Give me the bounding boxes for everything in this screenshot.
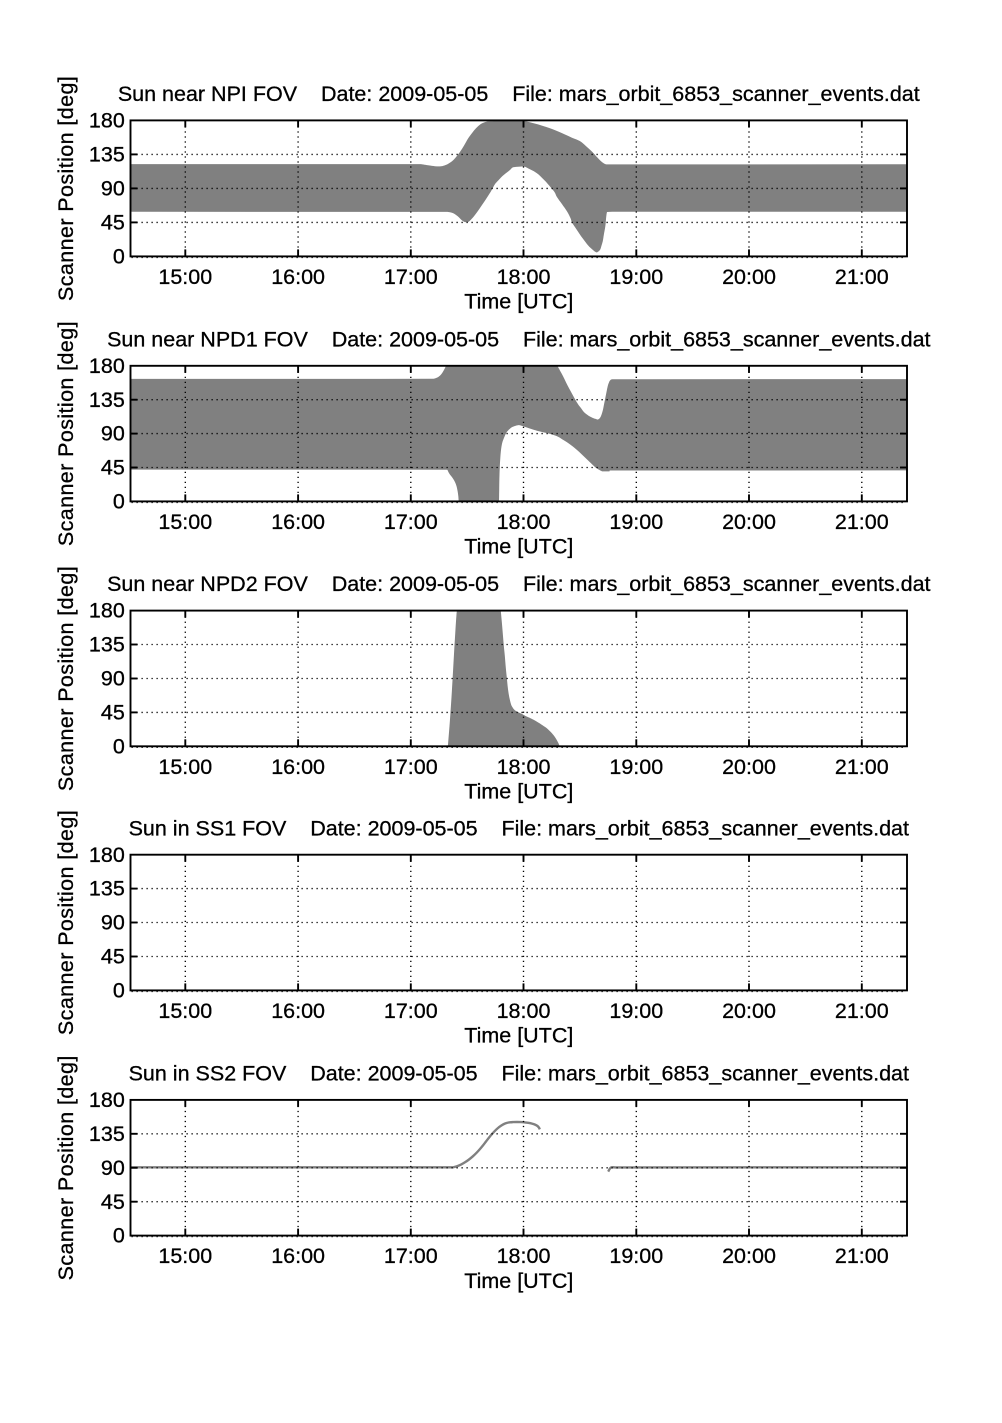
svg-text:20:00: 20:00 <box>722 1244 776 1268</box>
svg-text:Scanner Position [deg]: Scanner Position [deg] <box>54 566 78 791</box>
svg-text:19:00: 19:00 <box>609 1244 663 1268</box>
svg-text:18:00: 18:00 <box>497 510 551 534</box>
svg-text:Scanner Position [deg]: Scanner Position [deg] <box>54 1055 78 1280</box>
svg-text:45: 45 <box>101 211 125 235</box>
svg-text:18:00: 18:00 <box>497 1244 551 1268</box>
svg-text:Sun in SS2 FOV Date: 2009-0: Sun in SS2 FOV Date: 2009-05-05 File: ma… <box>129 1062 909 1086</box>
svg-text:16:00: 16:00 <box>271 999 325 1023</box>
svg-text:19:00: 19:00 <box>609 265 663 289</box>
svg-text:16:00: 16:00 <box>271 510 325 534</box>
svg-text:Time [UTC]: Time [UTC] <box>464 780 573 804</box>
svg-text:135: 135 <box>89 143 125 167</box>
svg-text:Time [UTC]: Time [UTC] <box>464 1269 573 1293</box>
svg-text:16:00: 16:00 <box>271 1244 325 1268</box>
svg-text:15:00: 15:00 <box>158 999 212 1023</box>
svg-text:21:00: 21:00 <box>835 1244 889 1268</box>
svg-text:19:00: 19:00 <box>609 510 663 534</box>
svg-text:0: 0 <box>113 979 125 1003</box>
svg-text:90: 90 <box>101 667 125 691</box>
svg-text:Sun near NPD2 FOV Date: 200: Sun near NPD2 FOV Date: 2009-05-05 File:… <box>107 572 930 596</box>
svg-text:0: 0 <box>113 1224 125 1248</box>
svg-text:15:00: 15:00 <box>158 265 212 289</box>
svg-text:Scanner Position [deg]: Scanner Position [deg] <box>54 321 78 546</box>
svg-text:180: 180 <box>89 599 125 623</box>
svg-text:21:00: 21:00 <box>835 755 889 779</box>
svg-text:21:00: 21:00 <box>835 265 889 289</box>
svg-text:Scanner Position [deg]: Scanner Position [deg] <box>54 76 78 301</box>
svg-text:0: 0 <box>113 245 125 269</box>
svg-text:21:00: 21:00 <box>835 999 889 1023</box>
svg-text:180: 180 <box>89 1088 125 1112</box>
svg-text:135: 135 <box>89 1122 125 1146</box>
svg-text:180: 180 <box>89 109 125 133</box>
svg-text:21:00: 21:00 <box>835 510 889 534</box>
svg-text:17:00: 17:00 <box>384 1244 438 1268</box>
svg-text:135: 135 <box>89 388 125 412</box>
svg-text:Time [UTC]: Time [UTC] <box>464 535 573 559</box>
svg-text:Sun in SS1 FOV Date: 2009-0: Sun in SS1 FOV Date: 2009-05-05 File: ma… <box>129 816 909 840</box>
svg-text:18:00: 18:00 <box>497 265 551 289</box>
svg-text:90: 90 <box>101 1156 125 1180</box>
svg-text:0: 0 <box>113 734 125 758</box>
svg-text:45: 45 <box>101 456 125 480</box>
svg-text:90: 90 <box>101 911 125 935</box>
svg-text:20:00: 20:00 <box>722 755 776 779</box>
svg-text:17:00: 17:00 <box>384 999 438 1023</box>
svg-text:19:00: 19:00 <box>609 999 663 1023</box>
svg-text:135: 135 <box>89 877 125 901</box>
svg-text:90: 90 <box>101 177 125 201</box>
svg-text:16:00: 16:00 <box>271 265 325 289</box>
svg-text:Sun near NPI FOV Date: 2009: Sun near NPI FOV Date: 2009-05-05 File: … <box>118 82 920 106</box>
svg-text:135: 135 <box>89 633 125 657</box>
svg-text:180: 180 <box>89 354 125 378</box>
svg-text:15:00: 15:00 <box>158 1244 212 1268</box>
svg-text:Time [UTC]: Time [UTC] <box>464 1024 573 1048</box>
svg-text:17:00: 17:00 <box>384 510 438 534</box>
svg-text:15:00: 15:00 <box>158 510 212 534</box>
svg-text:17:00: 17:00 <box>384 265 438 289</box>
svg-text:45: 45 <box>101 945 125 969</box>
svg-text:0: 0 <box>113 490 125 514</box>
svg-text:45: 45 <box>101 701 125 725</box>
svg-text:Time [UTC]: Time [UTC] <box>464 290 573 314</box>
svg-text:20:00: 20:00 <box>722 510 776 534</box>
svg-text:20:00: 20:00 <box>722 265 776 289</box>
svg-text:15:00: 15:00 <box>158 755 212 779</box>
svg-text:90: 90 <box>101 422 125 446</box>
svg-text:Scanner Position [deg]: Scanner Position [deg] <box>54 810 78 1035</box>
svg-text:Sun near NPD1 FOV Date: 200: Sun near NPD1 FOV Date: 2009-05-05 File:… <box>107 327 930 351</box>
svg-text:16:00: 16:00 <box>271 755 325 779</box>
svg-text:17:00: 17:00 <box>384 755 438 779</box>
svg-text:180: 180 <box>89 843 125 867</box>
svg-text:45: 45 <box>101 1190 125 1214</box>
svg-text:19:00: 19:00 <box>609 755 663 779</box>
svg-text:18:00: 18:00 <box>497 999 551 1023</box>
svg-text:18:00: 18:00 <box>497 755 551 779</box>
svg-text:20:00: 20:00 <box>722 999 776 1023</box>
